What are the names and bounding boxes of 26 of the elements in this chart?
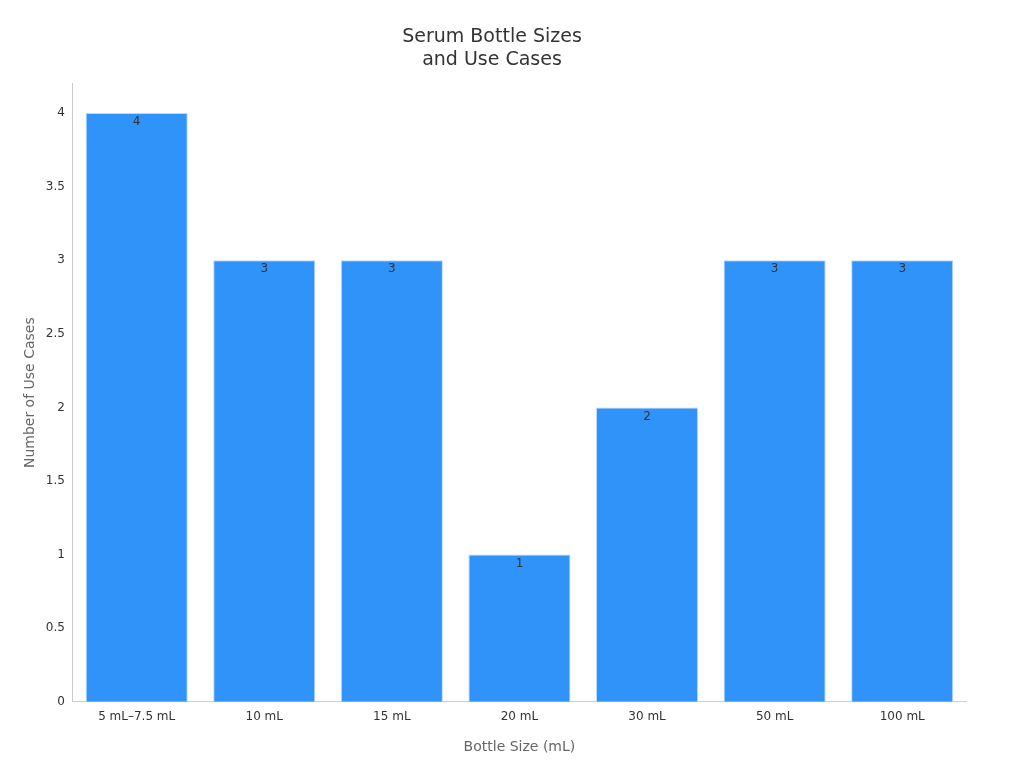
y-tick-label: 2.5 [45, 325, 65, 340]
data-label: 2 [643, 408, 651, 423]
data-label: 3 [770, 261, 779, 276]
data-label: 3 [898, 261, 907, 276]
x-tick-label: 10 mL [245, 709, 284, 724]
data-label: 1 [515, 555, 524, 570]
y-tick-label: 1.5 [45, 473, 65, 488]
x-tick-label: 20 mL [500, 709, 539, 724]
x-tick-label: 15 mL [373, 709, 411, 724]
chart-title: Serum Bottle Sizes and Use Cases [402, 24, 582, 70]
data-label: 4 [132, 114, 141, 129]
x-tick-label: 30 mL [628, 709, 667, 724]
x-tick-label: 50 mL [755, 709, 794, 724]
x-tick-label: 100 mL [879, 709, 926, 724]
data-label: 3 [388, 261, 396, 276]
x-tick-label: 5 mL–7.5 mL [98, 709, 176, 724]
y-tick-label: 3 [57, 252, 65, 267]
y-tick-label: 2 [57, 399, 65, 414]
y-tick-label: 1 [57, 546, 65, 561]
y-tick-label: 0 [57, 693, 65, 708]
y-tick-label: 4 [57, 105, 65, 120]
y-tick-label: 0.5 [45, 620, 65, 635]
y-tick-label: 3.5 [45, 178, 65, 193]
data-label: 3 [260, 261, 269, 276]
x-axis-title: Bottle Size (mL) [463, 738, 576, 755]
y-axis-title: Number of Use Cases [21, 317, 38, 469]
